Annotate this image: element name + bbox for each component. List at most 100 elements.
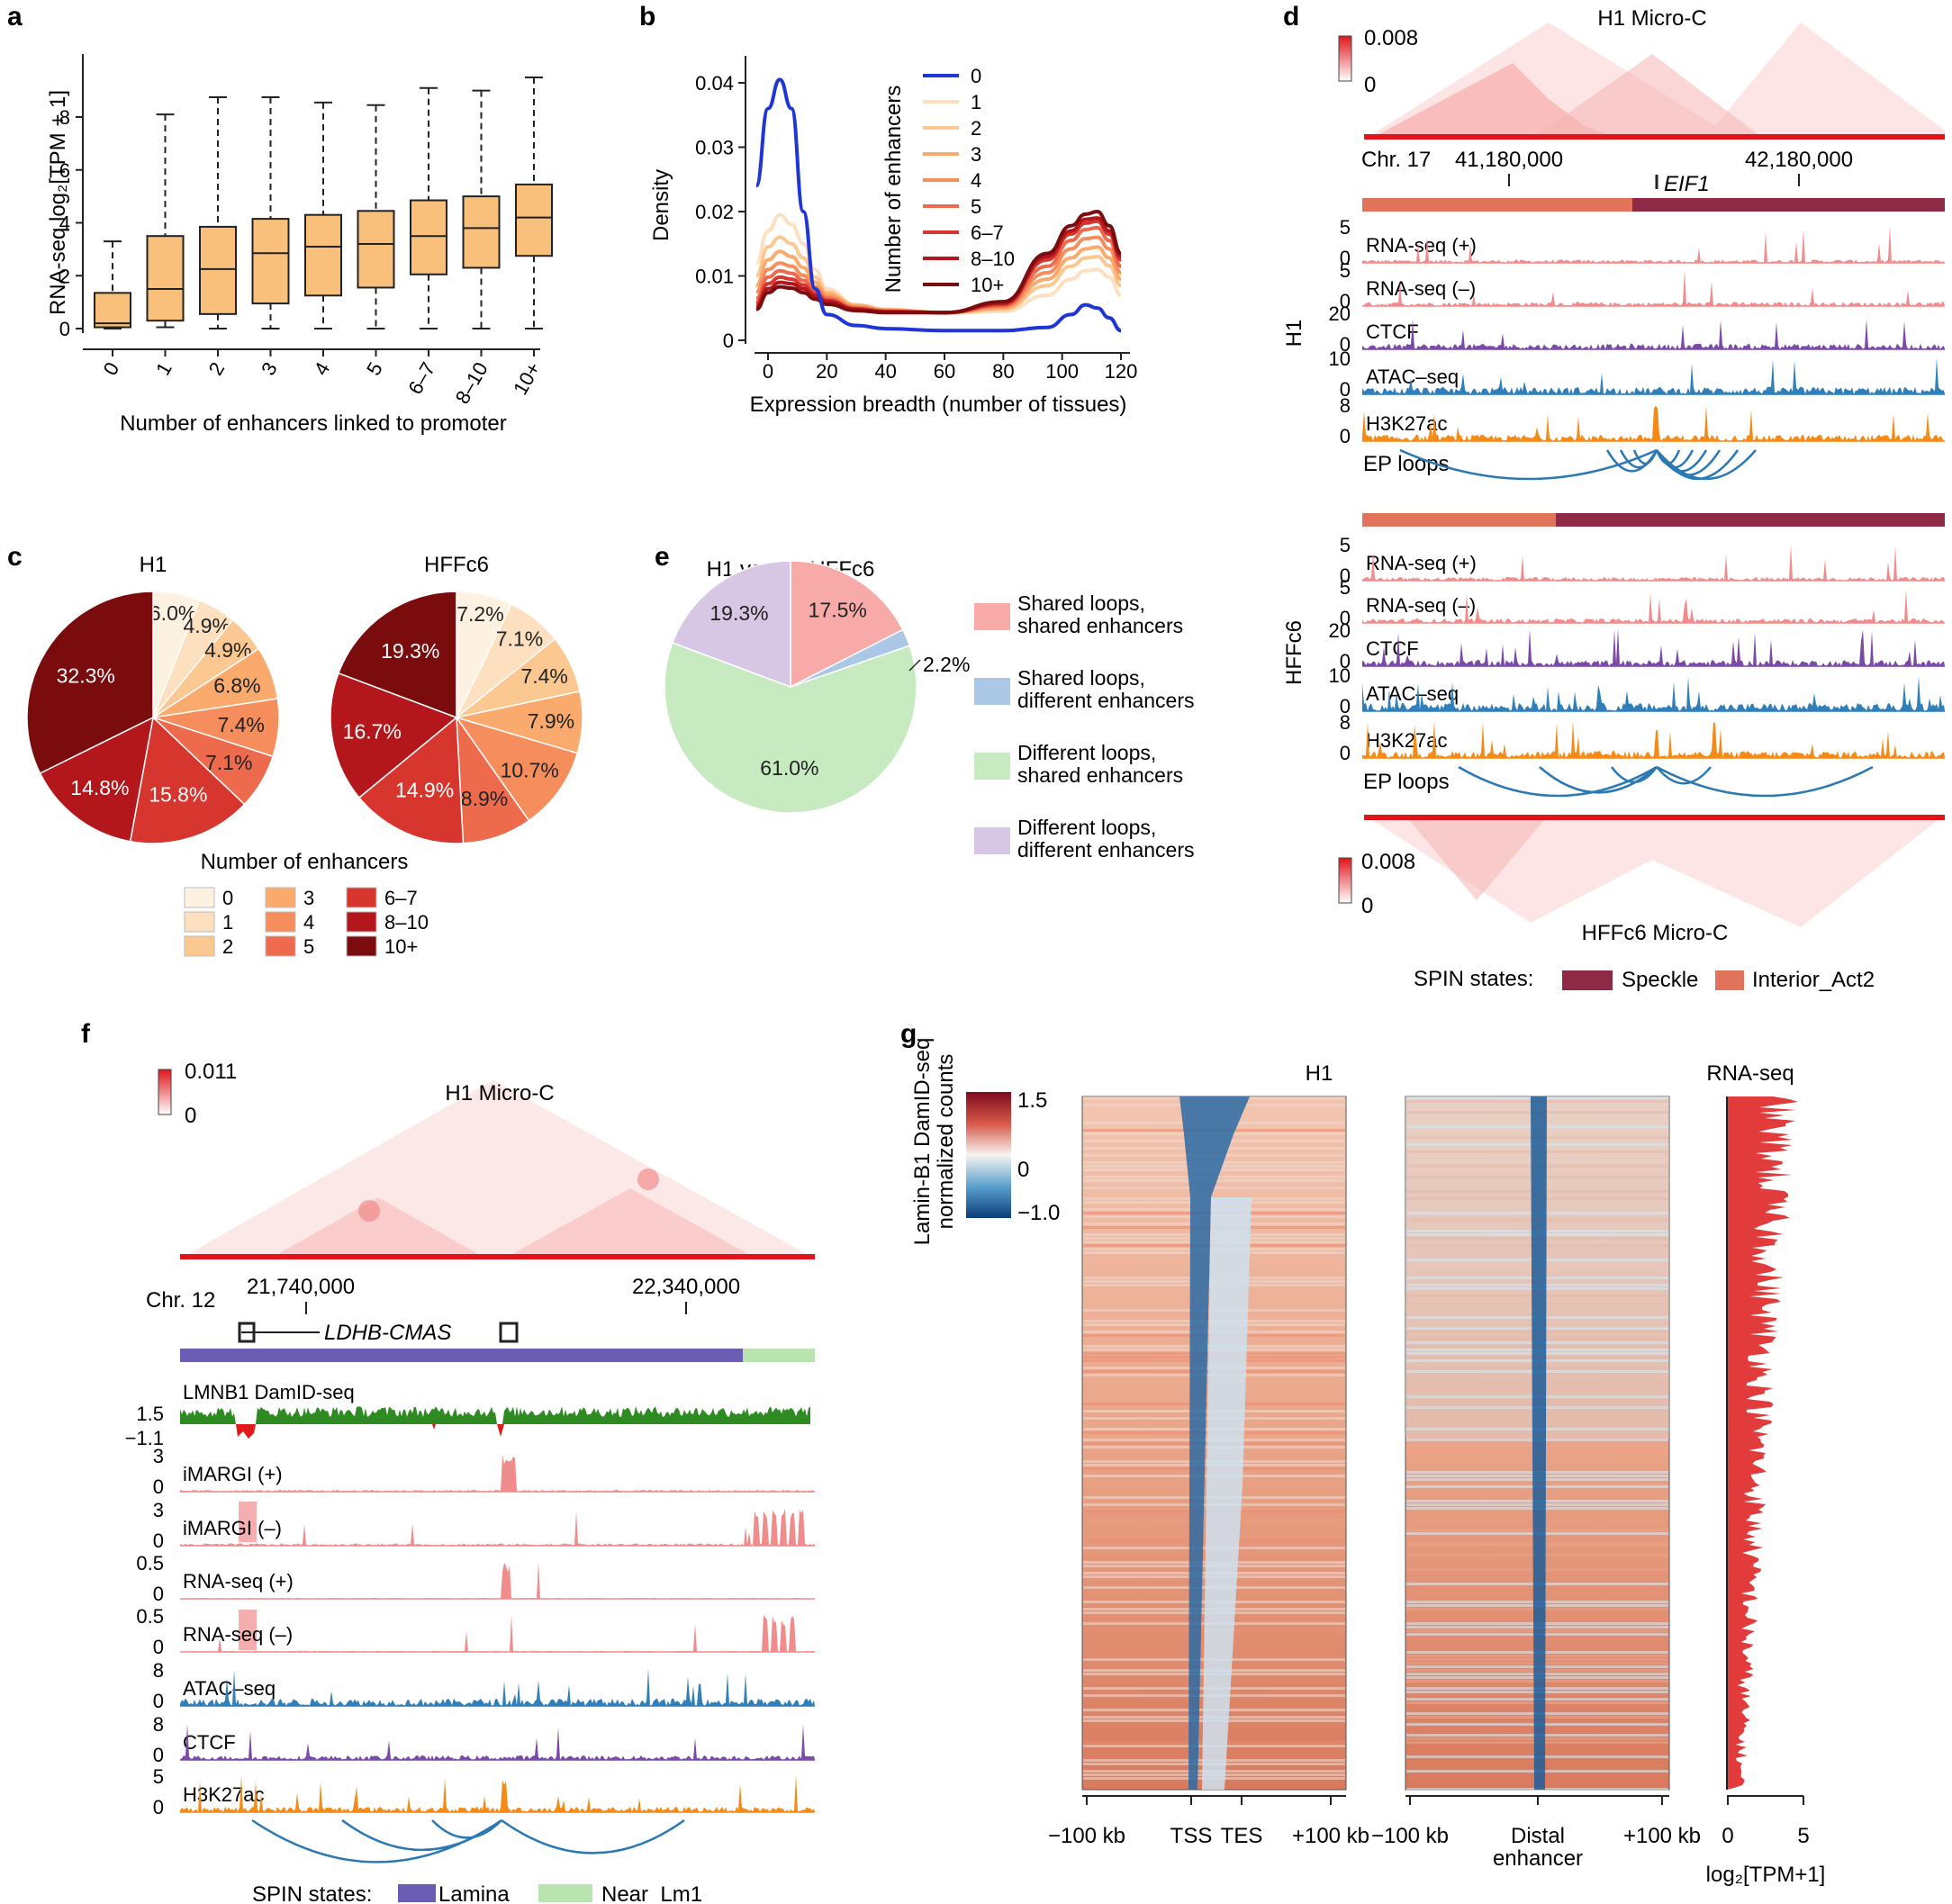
panel-d-bottom-title: HFFc6 Micro-C [1582, 921, 1729, 945]
panel-b-xlabel: Expression breadth (number of tissues) [750, 393, 1127, 417]
panel-letter-e: e [655, 542, 670, 572]
ep-loop [1399, 448, 1658, 481]
f-microc-map [180, 1080, 815, 1259]
pie-label: 7.4% [520, 664, 567, 688]
damid-positive [180, 1406, 810, 1424]
x-tick-label: 2 [204, 358, 230, 379]
legend-swatch-1 [184, 911, 215, 933]
spin-bar-h1-interior [1362, 198, 1632, 212]
panel-f: f H1 Micro-C 0.011 0 Chr. 12 21,740,000 … [81, 1019, 815, 1904]
box-iqr [410, 199, 447, 275]
x-tick-label: 4 [310, 358, 335, 379]
pie-slice [26, 591, 154, 774]
track-name: CTCF [1366, 637, 1419, 660]
panel-d-h1-label: H1 [1282, 320, 1306, 347]
legend-label: 10+ [384, 935, 418, 958]
panel-b-legend-title: Number of enhancers [881, 86, 906, 293]
tick-left-tes: TES [1221, 1824, 1263, 1848]
spin-bar-lamina [180, 1349, 743, 1362]
track-name: ATAC–seq [1366, 682, 1459, 705]
legend-label-near-lm1: Near_Lm1 [601, 1882, 702, 1904]
legend-label: 2 [971, 117, 981, 140]
pie-label: 7.4% [217, 713, 264, 736]
y-tick-label: 2 [59, 265, 70, 287]
legend-label: 10+ [971, 274, 1004, 296]
ep-loop [431, 1819, 502, 1839]
damid-negative [236, 1424, 504, 1439]
panel-d: d H1 Micro-C 0.008 0 Chr. 17 41,180,000 … [1282, 2, 1945, 992]
track-name: RNA-seq (+) [1366, 234, 1477, 257]
ep-loop [1656, 449, 1757, 481]
panel-letter-f: f [81, 1019, 91, 1049]
x-tick-label: 100 [1045, 360, 1079, 383]
panel-d-top-scale-max: 0.008 [1364, 26, 1418, 50]
spin-bar-hffc6-interior [1362, 513, 1556, 527]
pie-label: 19.3% [381, 639, 439, 663]
panel-a-x-ticks: 0 1 2 3 4 5 6–7 8–10 10+ [99, 349, 545, 408]
panel-d-hffc6-loops-label: EP loops [1363, 770, 1450, 794]
x-tick-label: 40 [874, 360, 896, 383]
f-microc-dot-2 [637, 1169, 659, 1190]
panel-b-ylabel: Density [649, 169, 673, 241]
legend-swatch-0 [184, 887, 215, 908]
gene-ldhb-cmas-label: LDHB-CMAS [324, 1321, 451, 1345]
panel-g-cbar-title-1: Lamin-B1 DamID-seq [910, 1038, 935, 1246]
panel-b-x-ticks: 0 20 40 60 80 100 120 [763, 353, 1137, 383]
ep-loop [1610, 766, 1658, 783]
f-microc-domain [270, 1197, 486, 1259]
panel-g: g Lamin-B1 DamID-seq normalized counts 1… [900, 1019, 1825, 1887]
rna-seq-profile [1727, 1096, 1799, 1790]
y-tick-label: 8 [59, 106, 70, 129]
legend-label: 1 [971, 91, 981, 113]
spin-bar-near-lm1 [743, 1349, 815, 1362]
y-tick-label: 0.02 [695, 201, 734, 223]
track-min: 0 [153, 1475, 164, 1498]
y-tick-label: 0 [59, 318, 70, 340]
pie-slice [455, 716, 579, 822]
panel-f-chrom: Chr. 12 [146, 1288, 215, 1313]
box-iqr [515, 183, 553, 257]
panel-g-rna-title: RNA-seq [1706, 1061, 1794, 1086]
legend-label: 3 [303, 887, 314, 909]
panel-f-colorbar [158, 1069, 172, 1115]
track-max: 10 [1329, 347, 1351, 370]
panel-d-bottom-scale-min: 0 [1361, 894, 1373, 918]
pie-label: 2.2% [923, 653, 970, 676]
track-min: 0 [153, 1690, 164, 1712]
pie-h1-vs-hffc6: 17.5% 61.0% 19.3% 2.2% [664, 560, 970, 814]
track-max: 5 [153, 1765, 164, 1788]
pie-label-leader [908, 659, 921, 672]
track-name: ATAC–seq [1366, 365, 1459, 388]
x-tick-label: 0 [99, 358, 124, 379]
track-max: 0.5 [136, 1605, 164, 1628]
x-tick-label: 60 [934, 360, 955, 383]
legend-label: 4 [971, 169, 981, 192]
track-signal [180, 1774, 815, 1812]
panel-d-hffc6-label: HFFc6 [1282, 620, 1306, 685]
panel-d-bottom-scale-max: 0.008 [1361, 850, 1415, 874]
track-min: 0 [1340, 425, 1351, 447]
box-iqr [94, 292, 131, 329]
panel-letter-g: g [900, 1019, 917, 1049]
track-min: 0 [1340, 378, 1351, 401]
panel-e: e H1 versus HFFc6 17.5%61.0%19.3%2.2% Sh… [655, 542, 1195, 862]
rna-profile-area [1727, 1096, 1799, 1790]
pie-label: 16.7% [343, 720, 402, 744]
track-signal [1362, 720, 1945, 758]
pie-label: 7.1% [496, 627, 543, 651]
ep-loop [1656, 766, 1712, 785]
panel-g-cbar-title-2: normalized counts [934, 1054, 958, 1230]
track-min: 0 [153, 1636, 164, 1658]
legend-label-line2: different enhancers [1017, 689, 1195, 712]
pie-label: 19.3% [709, 601, 768, 625]
panel-letter-a: a [7, 2, 23, 32]
legend-label: 1 [222, 911, 233, 934]
legend-swatch-lamina [398, 1884, 436, 1902]
legend-swatch-near-lm1 [538, 1884, 592, 1902]
ep-loop [1458, 765, 1658, 798]
gene-model-exons-right [499, 1322, 519, 1343]
legend-label-interior-act2: Interior_Act2 [1752, 968, 1875, 992]
